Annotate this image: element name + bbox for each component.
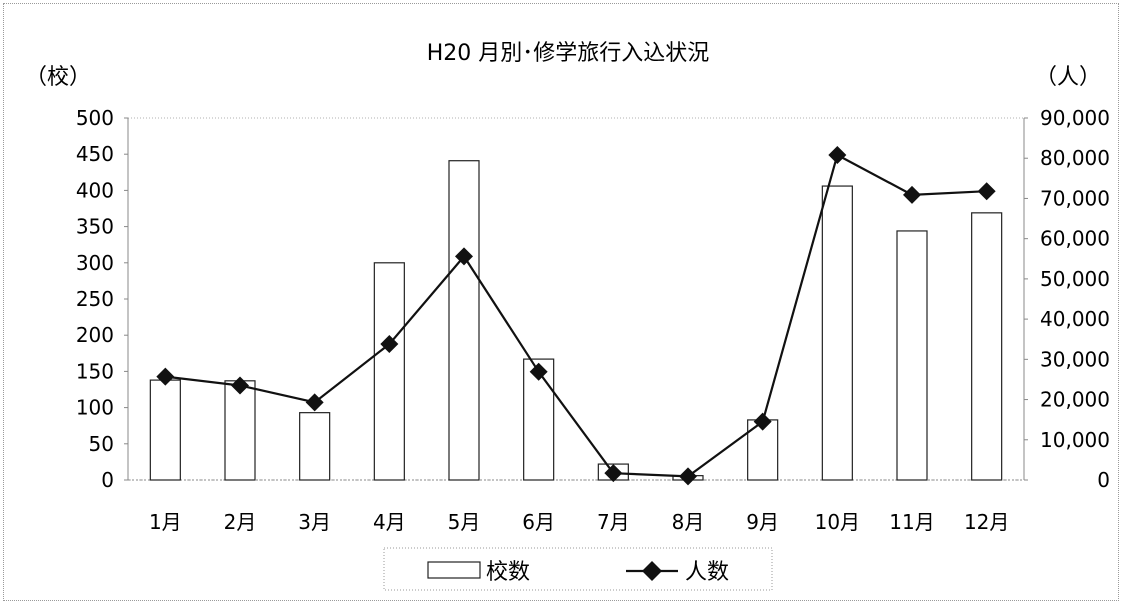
bar xyxy=(821,185,853,481)
x-tick-label: 3月 xyxy=(298,510,331,534)
y-right-tick-label: 70,000 xyxy=(1040,186,1110,210)
y-left-tick-label: 50 xyxy=(89,432,114,456)
y-left-tick-label: 400 xyxy=(76,178,114,202)
legend-bar-label: 校数 xyxy=(486,560,530,585)
bar xyxy=(224,380,256,481)
legend-line-label: 人数 xyxy=(685,560,729,585)
legend-line-marker xyxy=(642,561,662,581)
plot-area: 0 50 100 150 200 250 300 350 400 450 500 0 10,000 20,… xyxy=(76,106,1110,534)
line-marker xyxy=(679,467,697,486)
y-left-tick-label: 0 xyxy=(101,468,114,492)
y-right-tick-label: 0 xyxy=(1097,468,1110,492)
y-left-tick-label: 150 xyxy=(76,359,114,383)
chart-title: H20 月別･修学旅行入込状況 xyxy=(427,41,710,66)
line-marker xyxy=(231,376,249,395)
line-marker xyxy=(529,362,548,381)
x-tick-label: 10月 xyxy=(815,510,860,534)
y-left-tick-label: 350 xyxy=(76,215,114,239)
bar xyxy=(373,262,405,481)
y-right-tick-label: 80,000 xyxy=(1040,146,1110,170)
y-right-tick-label: 10,000 xyxy=(1040,428,1110,452)
x-tick-label: 1月 xyxy=(149,510,182,534)
legend: 校数 人数 xyxy=(383,547,773,591)
line-marker xyxy=(604,464,623,483)
y-left-tick-label: 500 xyxy=(76,106,114,130)
y-right-tick-label: 90,000 xyxy=(1040,106,1110,130)
line-marker xyxy=(977,182,996,201)
y-left-axis-label: （校） xyxy=(25,65,91,90)
x-tick-label: 7月 xyxy=(597,510,630,534)
y-left-tick-label: 100 xyxy=(76,396,114,420)
legend-bar-swatch xyxy=(427,561,481,579)
y-right-tick-label: 30,000 xyxy=(1040,347,1110,371)
x-tick-label: 8月 xyxy=(672,510,705,534)
y-right-tick-label: 60,000 xyxy=(1040,227,1110,251)
x-tick-label: 12月 xyxy=(964,510,1009,534)
plot-border xyxy=(127,117,1025,481)
bar xyxy=(149,379,181,481)
y-left-tick-label: 300 xyxy=(76,251,114,275)
line-series xyxy=(165,153,987,478)
line-marker xyxy=(903,185,921,204)
line-marker xyxy=(156,367,175,386)
line-marker xyxy=(828,146,847,165)
x-tick-label: 4月 xyxy=(373,510,406,534)
y-right-tick-label: 40,000 xyxy=(1040,307,1110,331)
x-tick-label: 9月 xyxy=(746,510,779,534)
x-tick-label: 6月 xyxy=(522,510,555,534)
line-marker xyxy=(753,412,772,431)
y-right-tick-label: 20,000 xyxy=(1040,388,1110,412)
y-left-tick-label: 450 xyxy=(76,142,114,166)
y-right-tick-label: 50,000 xyxy=(1040,267,1110,291)
y-right-axis-label: （人） xyxy=(1035,65,1101,90)
chart-frame xyxy=(3,3,1119,601)
bar xyxy=(896,230,928,481)
line-marker xyxy=(305,393,324,412)
x-tick-label: 5月 xyxy=(448,510,481,534)
legend-box xyxy=(383,547,773,591)
bar xyxy=(448,160,480,481)
x-tick-label: 11月 xyxy=(889,510,934,534)
line-marker xyxy=(455,247,473,266)
y-left-tick-label: 200 xyxy=(76,323,114,347)
bar xyxy=(971,212,1003,481)
y-left-tick-label: 250 xyxy=(76,287,114,311)
x-tick-label: 2月 xyxy=(224,510,257,534)
bar xyxy=(299,412,331,481)
line-marker xyxy=(380,335,399,354)
